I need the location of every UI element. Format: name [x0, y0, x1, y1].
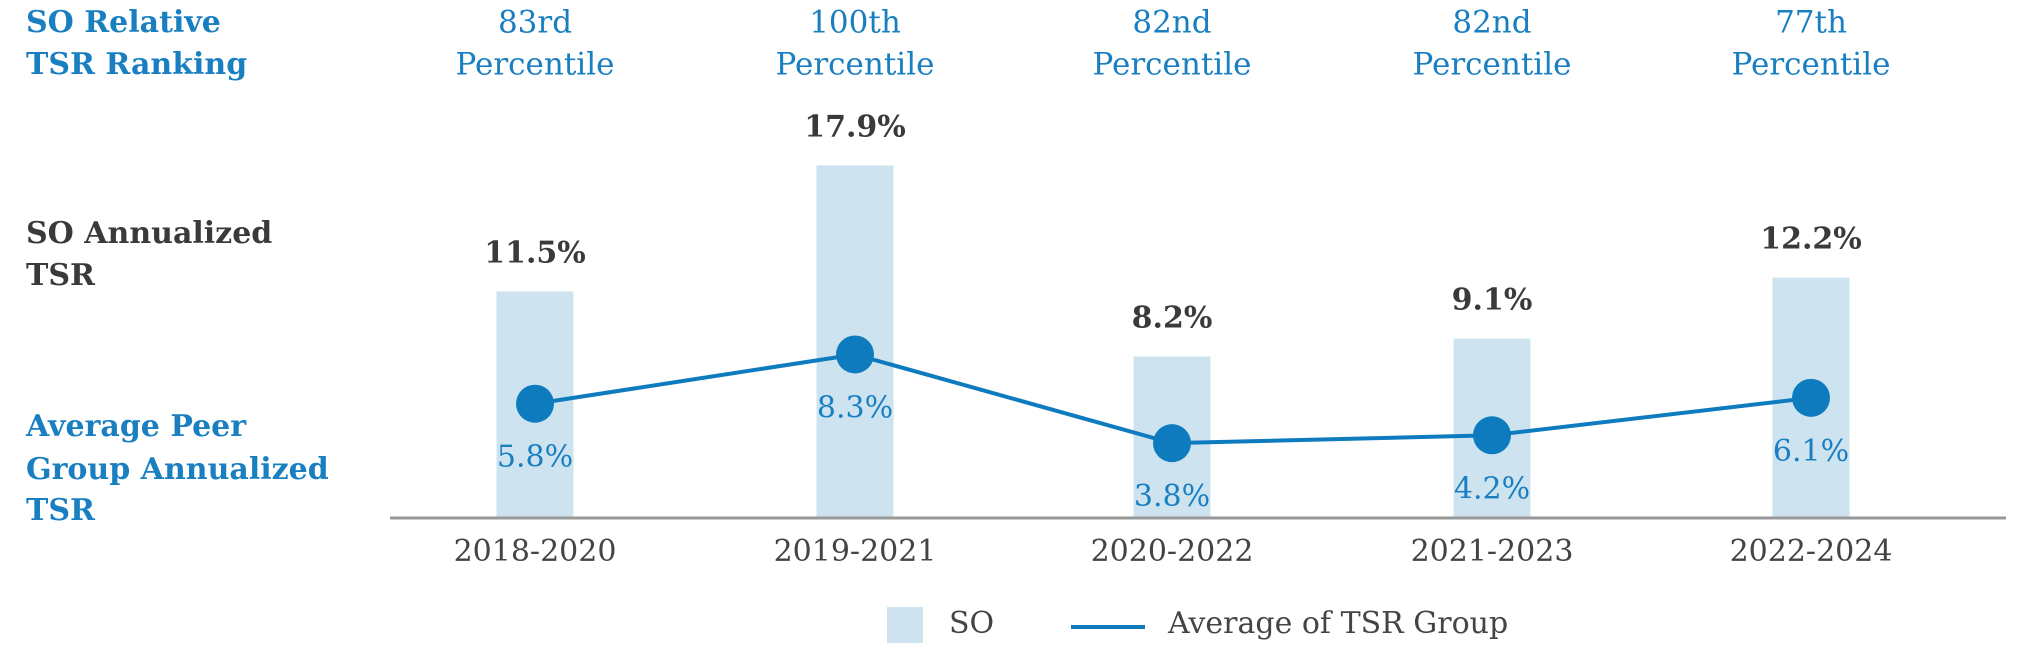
row-label: SO Annualized [26, 216, 272, 251]
row-label: Group Annualized [26, 452, 329, 487]
ranking-label: 100th [809, 5, 901, 41]
ranking-label: Percentile [1093, 47, 1252, 83]
line-marker [516, 384, 554, 423]
ranking-label: Percentile [456, 47, 615, 83]
line-marker [1473, 416, 1511, 455]
x-tick-label: 2018-2020 [454, 534, 617, 569]
bar-value-label: 17.9% [804, 109, 906, 144]
line-value-label: 8.3% [817, 390, 893, 425]
row-label: TSR [26, 258, 96, 293]
ranking-label: 82nd [1132, 5, 1211, 41]
ranking-label: 77th [1775, 5, 1847, 41]
line-value-label: 5.8% [497, 440, 573, 475]
line-value-label: 3.8% [1134, 479, 1210, 514]
bar-value-label: 11.5% [484, 235, 586, 270]
row-label: Average Peer [25, 409, 247, 444]
x-tick-label: 2021-2023 [1411, 534, 1574, 569]
x-tick-label: 2022-2024 [1730, 534, 1893, 569]
line-value-label: 4.2% [1454, 471, 1530, 506]
bar-value-label: 9.1% [1452, 283, 1533, 318]
line-value-label: 6.1% [1773, 434, 1849, 469]
ranking-label: Percentile [776, 47, 935, 83]
legend-label: Average of TSR Group [1167, 606, 1508, 641]
bar-value-label: 12.2% [1760, 222, 1862, 257]
ranking-label: Percentile [1732, 47, 1891, 83]
x-tick-label: 2020-2022 [1091, 534, 1254, 569]
ranking-label: 83rd [498, 5, 572, 41]
bar-value-label: 8.2% [1132, 300, 1213, 335]
x-tick-label: 2019-2021 [774, 534, 937, 569]
row-label: TSR [26, 493, 96, 528]
legend-swatch [887, 607, 923, 643]
line-marker [1153, 424, 1191, 463]
row-label: SO Relative [26, 5, 221, 40]
row-label: TSR Ranking [26, 47, 247, 82]
ranking-label: Percentile [1413, 47, 1572, 83]
line-marker [1792, 378, 1830, 417]
ranking-label: 82nd [1452, 5, 1531, 41]
legend-label: SO [949, 606, 994, 641]
line-marker [836, 335, 874, 374]
